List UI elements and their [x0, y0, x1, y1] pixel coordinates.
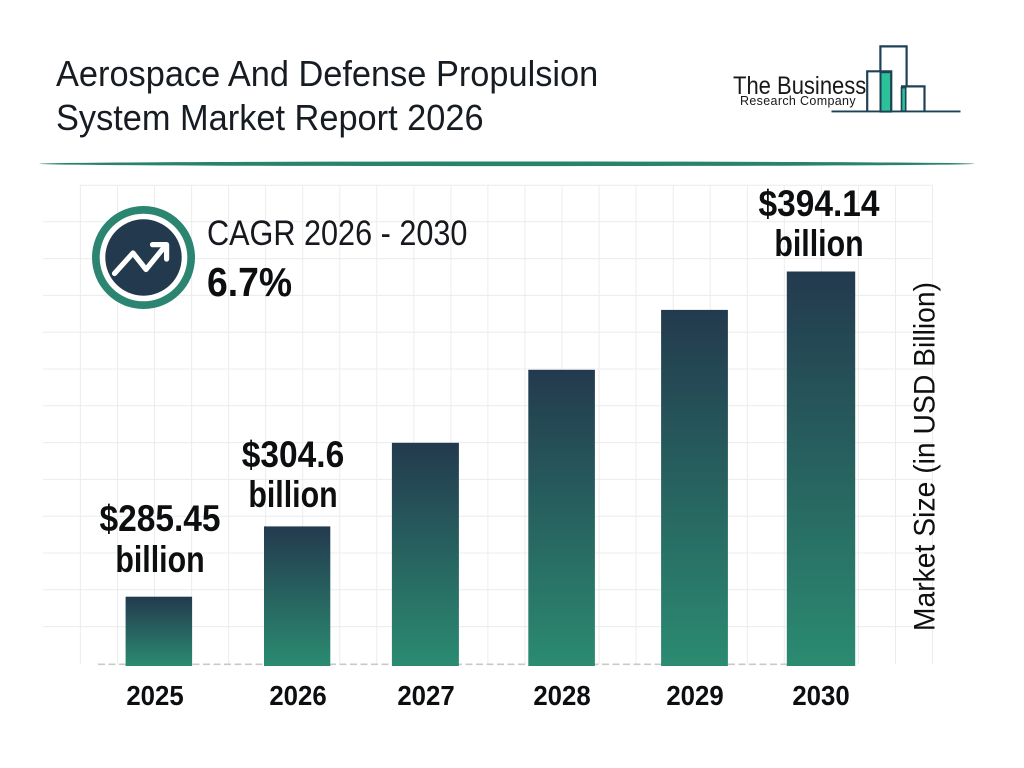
- svg-text:Market Size (in USD Billion): Market Size (in USD Billion): [909, 282, 942, 631]
